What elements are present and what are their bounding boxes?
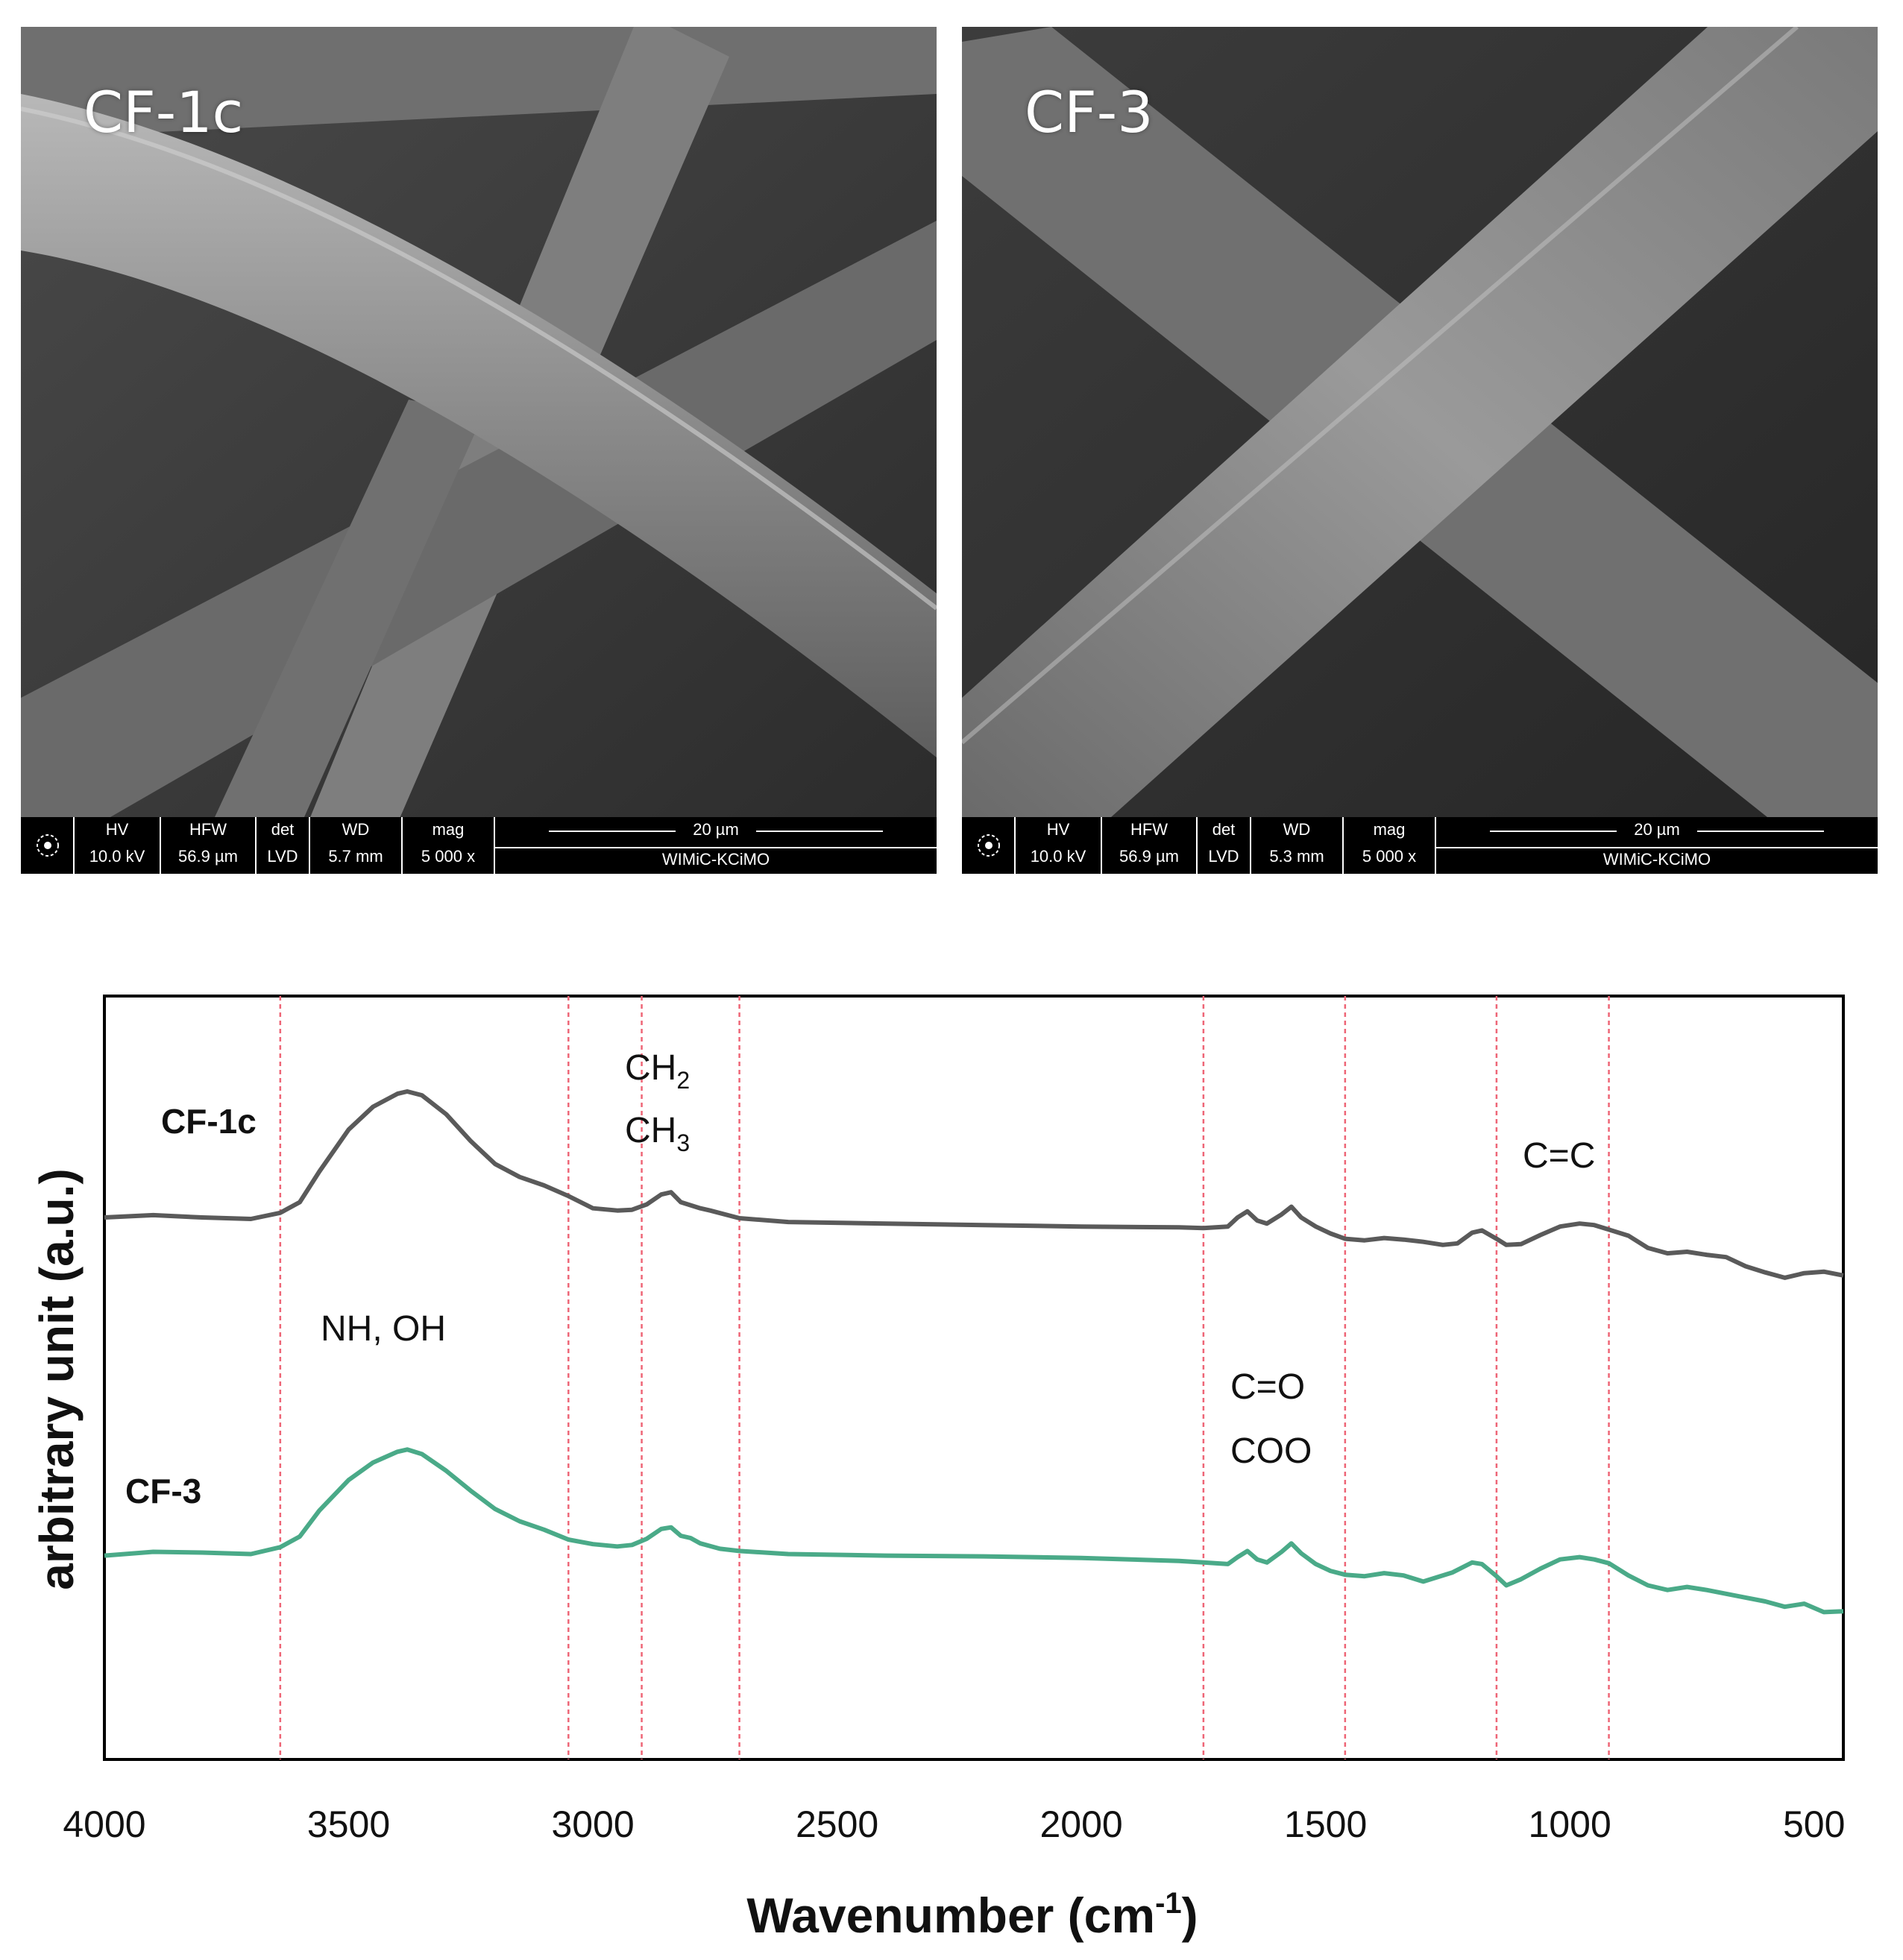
sem-label: CF-1c <box>84 79 244 145</box>
databar-hv: HV 10.0 kV <box>1016 817 1102 874</box>
x-tick-label-500: 500 <box>1783 1803 1845 1845</box>
databar-hv: HV 10.0 kV <box>75 817 161 874</box>
scale-bar-right <box>756 831 883 832</box>
sem-image-cf3: CF-3 HV 10.0 kV HFW 56.9 µm det LVD WD 5.3 m… <box>962 27 1878 874</box>
databar-wd: WD 5.7 mm <box>310 817 403 874</box>
plot-frame <box>103 995 1845 1761</box>
sem-micrograph-cf3 <box>962 27 1878 817</box>
scale-label: 20 µm <box>693 820 739 839</box>
fei-logo <box>21 817 75 874</box>
annotation-ch2: CH2 <box>625 1048 690 1094</box>
scale-bar-left <box>1490 831 1617 832</box>
scale-bar-right <box>1697 831 1824 832</box>
fei-logo <box>962 817 1016 874</box>
x-axis-ticks: 4000 3500 3000 2500 2000 1500 1000 500 <box>63 1803 1845 1845</box>
annotation-coo: COO <box>1230 1431 1312 1471</box>
databar-mag: mag 5 000 x <box>1344 817 1436 874</box>
institution-label: WIMiC-KCiMO <box>495 847 937 869</box>
series-line-cf-1c <box>104 1089 1844 1280</box>
databar-scale: 20 µm WIMiC-KCiMO <box>495 817 937 874</box>
x-tick-label-4000: 4000 <box>63 1803 145 1845</box>
series-label-cf3: CF-3 <box>125 1472 201 1510</box>
sem-databar: HV 10.0 kV HFW 56.9 µm det LVD WD 5.3 mm mag… <box>962 817 1878 874</box>
x-tick-label-3500: 3500 <box>307 1803 390 1845</box>
fei-logo-icon <box>37 834 59 857</box>
databar-hfw: HFW 56.9 µm <box>161 817 257 874</box>
sem-micrograph-cf1c <box>21 27 937 817</box>
annotation-ch3: CH3 <box>625 1111 690 1156</box>
series-label-cf1c: CF-1c <box>161 1102 257 1141</box>
x-tick-label-2500: 2500 <box>796 1803 878 1845</box>
x-axis-label: Wavenumber (cm-1) <box>746 1887 1198 1943</box>
databar-hfw: HFW 56.9 µm <box>1102 817 1198 874</box>
scale-bar-left <box>549 831 676 832</box>
x-tick-label-1000: 1000 <box>1529 1803 1611 1845</box>
fei-logo-icon <box>978 834 1000 857</box>
sem-image-cf1c: CF-1c HV 10.0 kV HFW 56.9 µm det LVD WD 5.7 … <box>21 27 937 874</box>
series-group <box>104 1089 1844 1615</box>
sem-databar: HV 10.0 kV HFW 56.9 µm det LVD WD 5.7 mm mag… <box>21 817 937 874</box>
annotation-cc: C=C <box>1523 1136 1595 1176</box>
ftir-chart: 4000 3500 3000 2500 2000 1500 1000 500 CF-1c CF… <box>30 995 1845 1943</box>
annotation-nh-oh: NH, OH <box>321 1309 446 1349</box>
scale-label: 20 µm <box>1634 820 1680 839</box>
annotation-co: C=O <box>1230 1367 1305 1407</box>
x-tick-label-2000: 2000 <box>1039 1803 1122 1845</box>
x-tick-label-3000: 3000 <box>551 1803 634 1845</box>
reference-lines <box>279 996 1610 1759</box>
series-line-cf-3 <box>104 1447 1844 1615</box>
databar-wd: WD 5.3 mm <box>1251 817 1344 874</box>
databar-scale: 20 µm WIMiC-KCiMO <box>1436 817 1878 874</box>
databar-mag: mag 5 000 x <box>403 817 495 874</box>
x-tick-label-1500: 1500 <box>1284 1803 1367 1845</box>
institution-label: WIMiC-KCiMO <box>1436 847 1878 869</box>
databar-det: det LVD <box>1198 817 1251 874</box>
databar-det: det LVD <box>257 817 310 874</box>
sem-label: CF-3 <box>1025 79 1154 145</box>
y-axis-label: arbitrary unit (a.u.) <box>30 1168 84 1589</box>
